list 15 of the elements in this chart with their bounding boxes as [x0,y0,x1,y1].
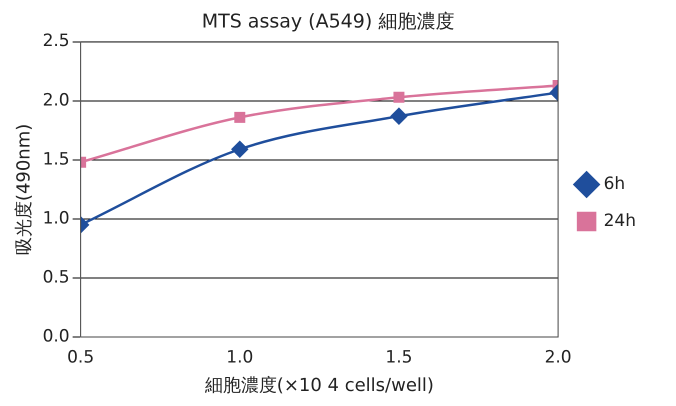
y-tick-label: 1.0 [42,208,70,228]
x-tick-label: 1.5 [385,348,412,368]
legend-label: 24h [604,210,636,231]
x-tick-label: 2.0 [544,348,572,368]
y-tick-label: 1.5 [42,149,70,170]
legend-label: 6h [604,174,626,194]
x-tick-label: 1.0 [226,348,254,368]
y-axis-title: 吸光度(490nm) [13,124,34,256]
y-tick-label: 0.5 [42,267,70,288]
x-tick-label: 0.5 [67,348,94,368]
chart-title: MTS assay (A549) 細胞濃度 [202,10,454,32]
y-tick-label: 0.0 [42,326,70,346]
y-tick-label: 2.5 [42,31,70,52]
x-axis-title: 細胞濃度(×10 4 cells/well) [204,374,434,396]
y-tick-label: 2.0 [42,90,70,110]
